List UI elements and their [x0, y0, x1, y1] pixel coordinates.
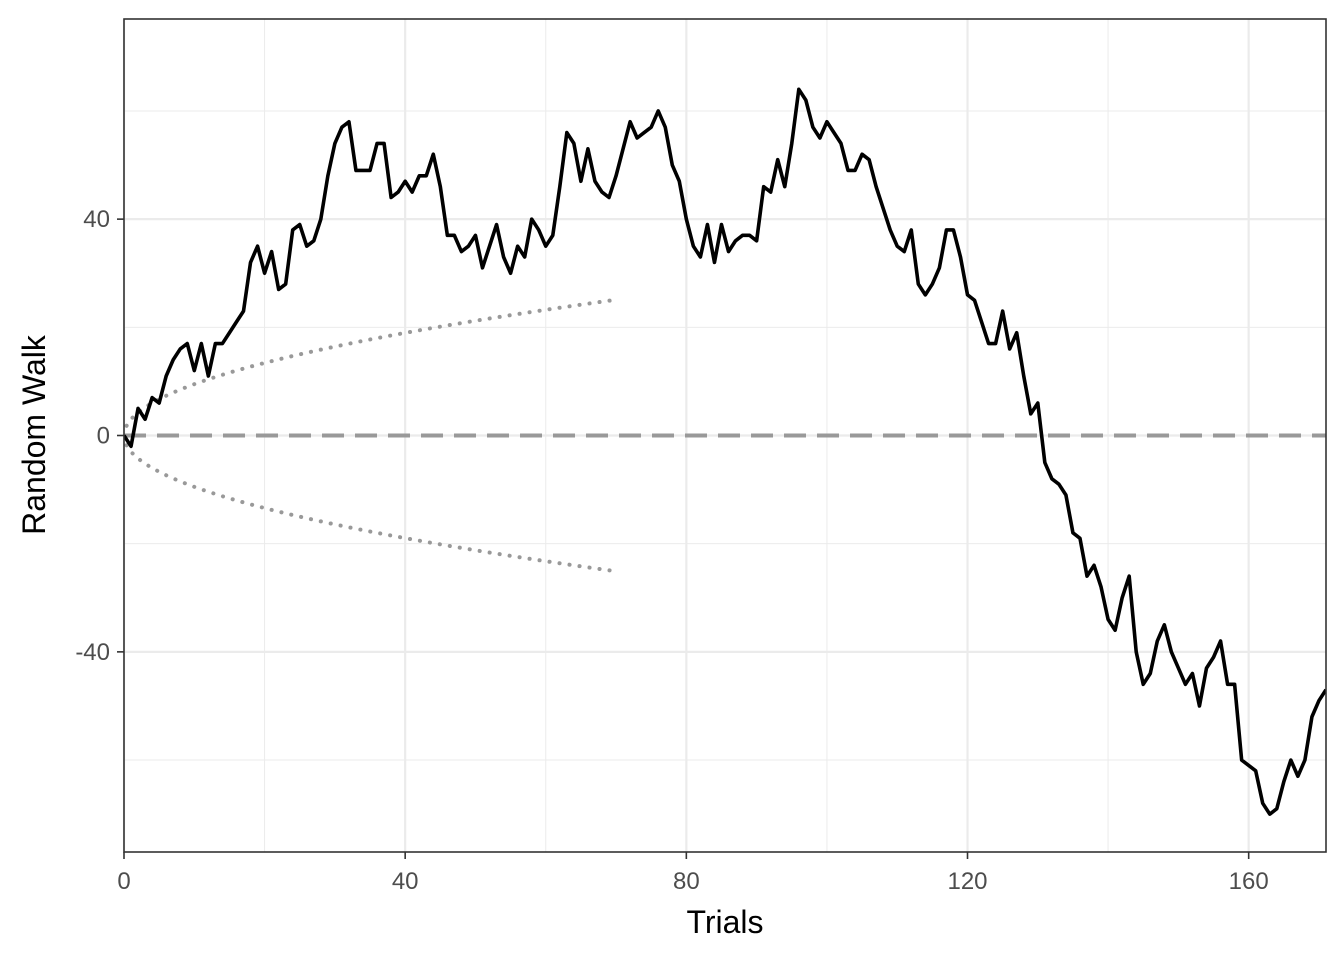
envelope-upper-line: [124, 297, 619, 438]
y-tick-label: 40: [83, 206, 110, 233]
x-tick-label: 80: [673, 868, 700, 895]
walk-line: [124, 87, 1326, 816]
y-axis-title: Random Walk: [16, 334, 52, 535]
y-tick-label: -40: [75, 639, 110, 666]
x-axis-title: Trials: [686, 904, 763, 940]
x-tick-label: 0: [117, 868, 130, 895]
random-walk-series: [124, 87, 1326, 816]
confidence-envelope: [124, 297, 619, 574]
y-axis: -40 0 40: [75, 206, 124, 666]
x-tick-label: 120: [947, 868, 987, 895]
y-tick-label: 0: [97, 423, 110, 450]
x-axis: 0 40 80 120 160: [117, 852, 1269, 895]
envelope-lower-line: [124, 433, 619, 574]
x-tick-label: 40: [392, 868, 419, 895]
x-tick-label: 160: [1229, 868, 1269, 895]
